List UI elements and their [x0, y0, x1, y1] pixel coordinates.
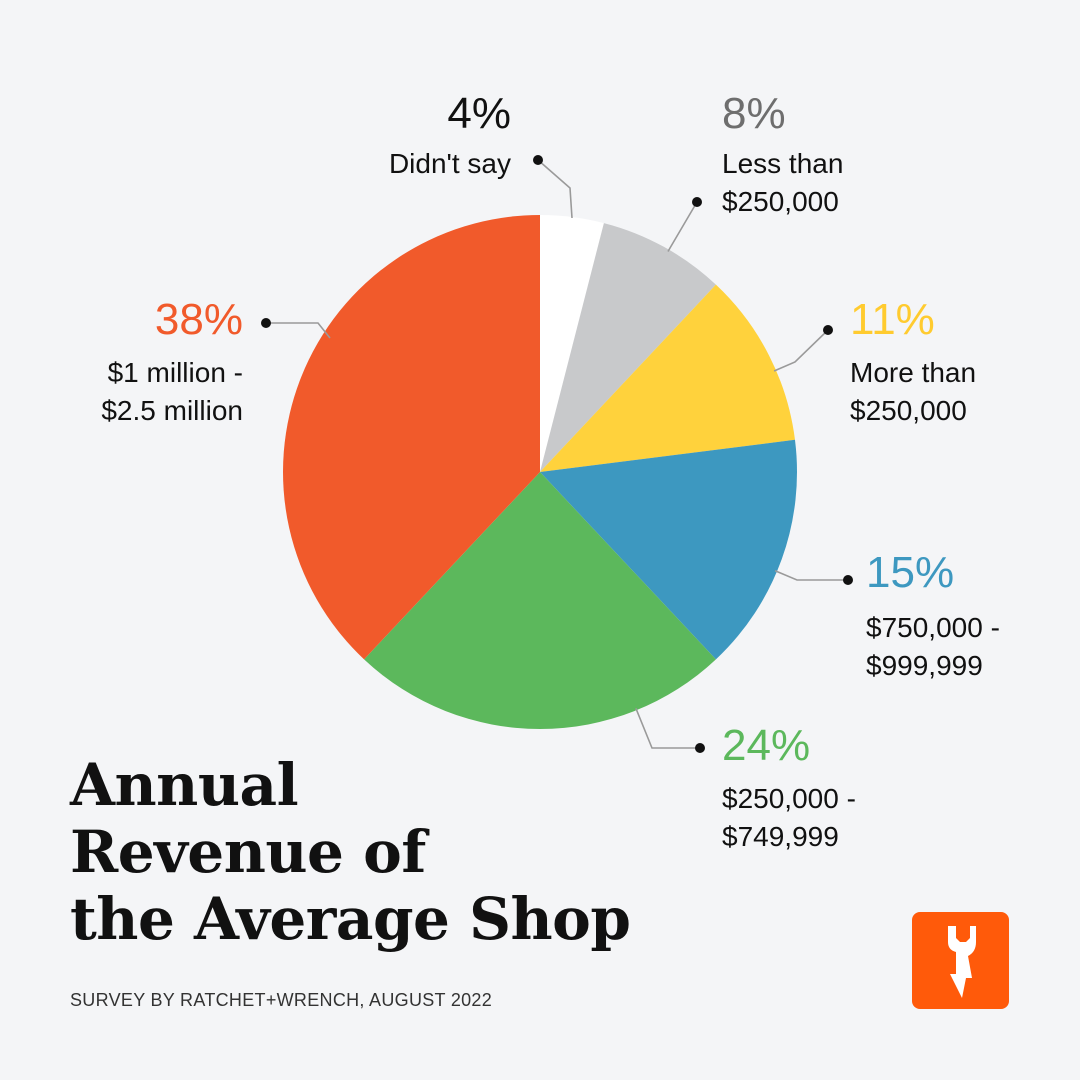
- slice-percent-label-5: 24%: [722, 721, 810, 770]
- slice-category-label-2-line-2: $250,000: [722, 186, 839, 217]
- slice-category-label-2-line-1: Less than: [722, 148, 843, 179]
- leader-lines: [261, 155, 853, 753]
- pie-slice-2: [540, 223, 716, 472]
- leader-line-3: [773, 329, 829, 372]
- slice-category-label-4-line-2: $999,999: [866, 650, 983, 681]
- slice-category-label-1-line-1: Didn't say: [389, 148, 511, 179]
- chart-source: SURVEY BY RATCHET+WRENCH, AUGUST 2022: [70, 990, 493, 1010]
- slice-category-label-6-line-1: $1 million -: [108, 357, 243, 388]
- slice-category-label-5-line-2: $749,999: [722, 821, 839, 852]
- pie-slices: [283, 215, 797, 729]
- leader-line-1: [537, 159, 573, 219]
- pie-slice-6: [283, 215, 540, 660]
- leader-line-5: [635, 707, 700, 749]
- leader-line-2: [667, 201, 698, 252]
- leader-dot-3: [823, 325, 833, 335]
- slice-labels: 4% Didn't say 8% Less than $250,000 11% More t…: [101, 89, 1000, 852]
- slice-category-label-3-line-1: More than: [850, 357, 976, 388]
- slice-category-label-3-line-2: $250,000: [850, 395, 967, 426]
- slice-percent-label-4: 15%: [866, 548, 954, 597]
- leader-line-4: [774, 570, 848, 581]
- wrench-lightning-icon: [948, 926, 976, 998]
- leader-line-6: [266, 322, 331, 339]
- brand-logo: [912, 912, 1009, 1009]
- pie-slice-3: [540, 284, 795, 472]
- chart-title-line-2: Revenue of: [70, 818, 426, 886]
- pie-slice-1: [540, 215, 604, 472]
- chart-title-line-1: Annual: [70, 751, 299, 819]
- chart-title: Annual Revenue of the Average Shop: [70, 752, 770, 953]
- leader-dot-5: [695, 743, 705, 753]
- leader-dot-1: [533, 155, 543, 165]
- pie-slice-4: [540, 439, 797, 660]
- slice-category-label-4-line-1: $750,000 -: [866, 612, 1000, 643]
- slice-percent-label-1: 4%: [447, 89, 511, 138]
- slice-category-label-6-line-2: $2.5 million: [101, 395, 243, 426]
- chart-title-line-3: the Average Shop: [70, 885, 631, 953]
- slice-category-label-5-line-1: $250,000 -: [722, 783, 856, 814]
- slice-percent-label-2: 8%: [722, 89, 786, 138]
- slice-percent-label-6: 38%: [155, 295, 243, 344]
- leader-dot-6: [261, 318, 271, 328]
- leader-dot-4: [843, 575, 853, 585]
- pie-slice-5: [364, 472, 716, 729]
- slice-percent-label-3: 11%: [850, 295, 935, 344]
- leader-dot-2: [692, 197, 702, 207]
